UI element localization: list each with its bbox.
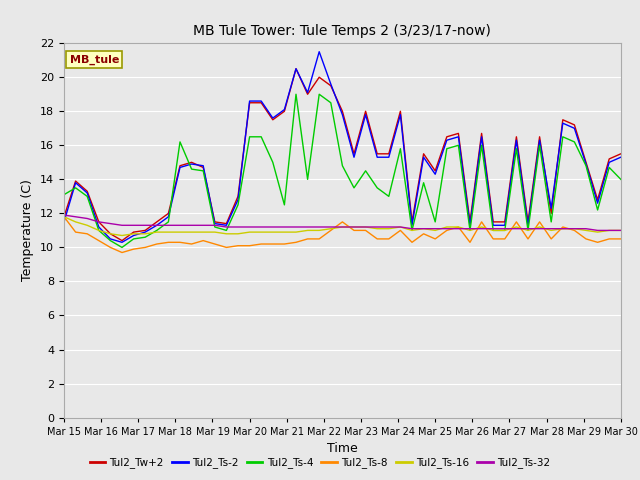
- Title: MB Tule Tower: Tule Temps 2 (3/23/17-now): MB Tule Tower: Tule Temps 2 (3/23/17-now…: [193, 24, 492, 38]
- Text: MB_tule: MB_tule: [70, 54, 119, 65]
- X-axis label: Time: Time: [327, 442, 358, 455]
- Y-axis label: Temperature (C): Temperature (C): [22, 180, 35, 281]
- Legend: Tul2_Tw+2, Tul2_Ts-2, Tul2_Ts-4, Tul2_Ts-8, Tul2_Ts-16, Tul2_Ts-32: Tul2_Tw+2, Tul2_Ts-2, Tul2_Ts-4, Tul2_Ts…: [86, 453, 554, 472]
